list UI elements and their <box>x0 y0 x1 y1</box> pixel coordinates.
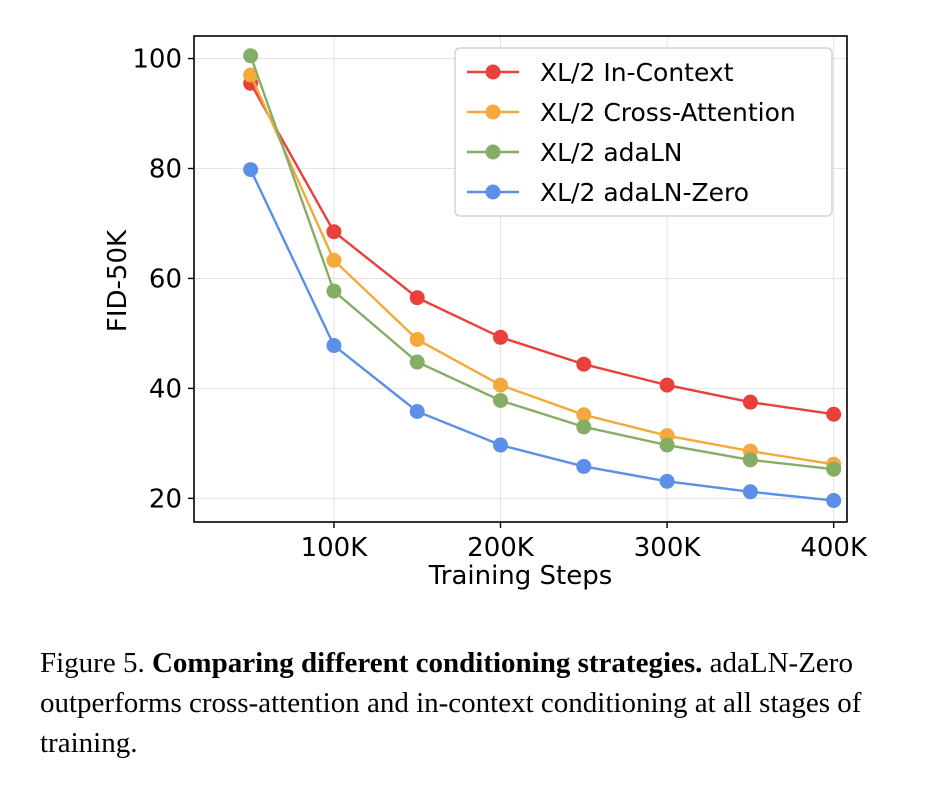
data-point <box>493 437 509 453</box>
data-point <box>742 394 758 410</box>
data-point <box>326 224 342 240</box>
y-tick-label: 80 <box>149 154 182 184</box>
data-point <box>243 67 259 83</box>
series-line <box>249 169 834 502</box>
data-point <box>742 484 758 500</box>
legend-marker <box>485 64 501 80</box>
data-point <box>409 331 425 347</box>
line-chart: 100K 200K 300K 400K 20 40 60 80 100 Training Ste… <box>103 35 868 591</box>
data-point <box>576 419 592 435</box>
data-point <box>409 403 425 419</box>
data-point <box>243 48 259 64</box>
data-point <box>659 377 675 393</box>
legend-box <box>454 47 833 217</box>
y-tick-label: 40 <box>149 374 182 404</box>
data-point <box>659 437 675 453</box>
axis-ticks: 100K 200K 300K 400K 20 40 60 80 100 <box>132 45 868 563</box>
legend-label: XL/2 adaLN <box>540 138 682 167</box>
series-3 <box>243 162 842 509</box>
legend-marker <box>485 144 501 160</box>
caption-label: Figure 5. <box>40 647 145 679</box>
data-point <box>326 252 342 268</box>
caption-title: Comparing different conditioning strateg… <box>151 647 703 679</box>
x-tick-label: 100K <box>301 533 369 563</box>
data-point <box>826 493 842 509</box>
series-line <box>249 55 834 471</box>
x-tick-label: 300K <box>634 533 702 563</box>
data-point <box>576 407 592 423</box>
data-point <box>742 452 758 468</box>
y-tick-label: 60 <box>149 264 182 294</box>
legend-label: XL/2 In-Context <box>540 58 734 87</box>
data-point <box>493 329 509 345</box>
y-tick-label: 20 <box>149 484 182 514</box>
data-point <box>326 338 342 354</box>
data-point <box>576 356 592 372</box>
series-line <box>249 82 834 416</box>
y-axis-label: FID-50K <box>103 229 133 332</box>
x-axis-label: Training Steps <box>428 561 613 591</box>
figure-caption: Figure 5. Comparing different conditioni… <box>40 643 920 763</box>
legend-label: XL/2 Cross-Attention <box>540 98 796 127</box>
series-line <box>249 74 834 466</box>
x-tick-label: 200K <box>467 533 535 563</box>
data-point <box>659 473 675 489</box>
legend-label: XL/2 adaLN-Zero <box>540 178 749 207</box>
caption-text: adaLN-Zero outperforms cross-attention a… <box>40 647 862 759</box>
data-point <box>409 354 425 370</box>
series-0 <box>243 75 842 422</box>
data-point <box>826 461 842 477</box>
y-tick-label: 100 <box>132 45 182 75</box>
series-2 <box>243 48 842 477</box>
legend-marker <box>485 184 501 200</box>
legend: XL/2 In-Context XL/2 Cross-Attention XL/2 … <box>454 47 833 217</box>
data-point <box>326 283 342 299</box>
data-point <box>409 290 425 306</box>
data-point <box>826 406 842 422</box>
series-group <box>243 48 842 509</box>
series-1 <box>243 67 842 472</box>
legend-marker <box>485 104 501 120</box>
data-point <box>243 162 259 178</box>
x-tick-label: 400K <box>800 533 868 563</box>
data-point <box>576 458 592 474</box>
data-point <box>493 377 509 393</box>
data-point <box>493 393 509 408</box>
